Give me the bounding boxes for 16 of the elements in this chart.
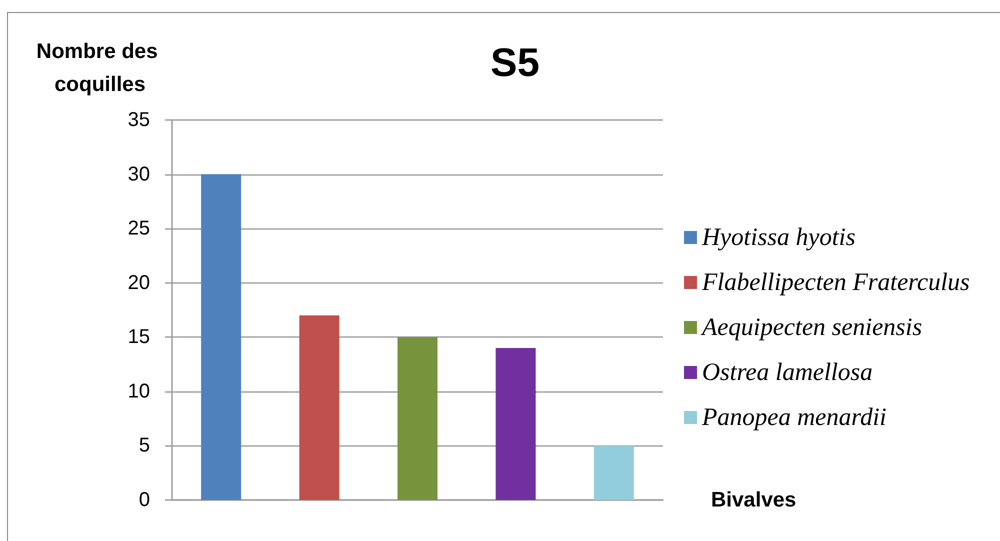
y-tick-label: 30 (128, 163, 150, 186)
y-tick-label: 10 (128, 380, 150, 402)
chart-title: S5 (490, 41, 540, 85)
y-tick-label: 0 (138, 489, 150, 511)
y-tick-label: 25 (128, 218, 150, 240)
y-tick-label: 35 (128, 109, 150, 131)
y-tick-label: 15 (128, 326, 150, 348)
legend-label: Panopea menardii (701, 404, 887, 431)
legend-label: Hyotissa hyotis (701, 224, 856, 251)
x-axis-title: Bivalves (711, 488, 796, 512)
y-tick-label: 20 (128, 272, 150, 294)
legend-label: Aequipecten seniensis (700, 314, 922, 341)
y-axis-title: Nombre des coquilles (36, 40, 164, 96)
legend-label: Flabellipecten Fraterculus (701, 269, 970, 296)
legend-label: Ostrea lamellosa (702, 359, 873, 386)
y-tick-label: 5 (138, 434, 150, 457)
